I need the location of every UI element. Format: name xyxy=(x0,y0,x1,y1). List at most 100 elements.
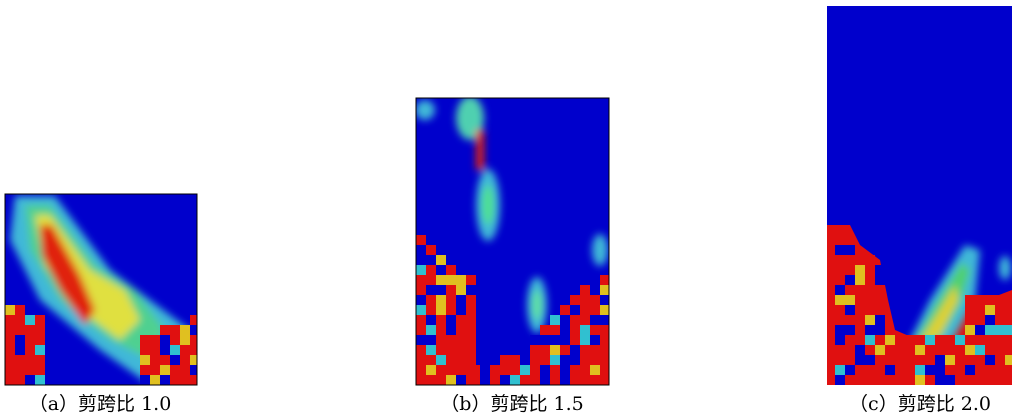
contour-shape xyxy=(532,290,542,320)
contour-shape xyxy=(466,325,476,335)
contour-shape xyxy=(510,375,520,385)
contour-shape xyxy=(520,375,530,385)
contour-shape xyxy=(580,335,590,345)
contour-shape xyxy=(520,365,530,375)
contour-shape xyxy=(918,285,958,345)
contour-shape xyxy=(895,345,905,355)
contour-shape xyxy=(895,375,905,385)
contour-shape xyxy=(35,355,45,365)
contour-shape xyxy=(160,375,170,385)
contour-shape xyxy=(875,365,885,375)
contour-shape xyxy=(25,315,35,325)
contour-shape xyxy=(560,365,570,375)
contour-shape xyxy=(15,335,25,345)
contour-shape xyxy=(170,375,180,385)
contour-shape xyxy=(416,265,426,275)
contour-shape xyxy=(570,295,580,305)
contour-shape xyxy=(5,365,15,375)
contour-shape xyxy=(35,325,45,335)
contour-shape xyxy=(835,305,845,315)
contour-shape xyxy=(456,275,466,285)
contour-shape xyxy=(580,365,590,375)
contour-shape xyxy=(170,335,180,345)
contour-shape xyxy=(540,325,550,335)
contour-shape xyxy=(416,235,426,245)
contour-shape xyxy=(160,325,170,335)
contour-shape xyxy=(436,365,446,375)
contour-shape xyxy=(416,375,426,385)
contour-shape xyxy=(875,375,885,385)
contour-shape xyxy=(865,285,875,295)
contour-shape xyxy=(835,295,845,305)
contour-shape xyxy=(915,335,925,345)
contour-shape xyxy=(15,345,25,355)
contour-shape xyxy=(885,365,895,375)
contour-shape xyxy=(560,315,570,325)
contour-shape xyxy=(875,325,885,335)
contour-shape xyxy=(170,345,180,355)
contour-shape xyxy=(845,355,855,365)
contour-shape xyxy=(480,375,490,385)
contour-shape xyxy=(845,285,855,295)
contour-shape xyxy=(490,375,500,385)
contour-shape xyxy=(550,325,560,335)
contour-shape xyxy=(855,345,865,355)
contour-shape xyxy=(580,315,590,325)
contour-shape xyxy=(965,315,975,325)
contour-shape xyxy=(180,335,190,345)
contour-shape xyxy=(985,345,995,355)
contour-shape xyxy=(590,325,600,335)
contour-shape xyxy=(855,295,865,305)
contour-shape xyxy=(1005,355,1012,365)
contour-shape xyxy=(416,355,426,365)
caption: （b）剪跨比 1.5 xyxy=(440,393,583,415)
contour-shape xyxy=(436,315,446,325)
contour-shape xyxy=(466,355,476,365)
contour-shape xyxy=(875,305,885,315)
contour-shape xyxy=(426,305,436,315)
contour-shape xyxy=(466,315,476,325)
contour-shape xyxy=(466,335,476,345)
contour-shape xyxy=(530,345,540,355)
contour-shape xyxy=(35,335,45,345)
contour-shape xyxy=(1005,365,1012,375)
contour-shape xyxy=(15,375,25,385)
contour-shape xyxy=(855,265,865,275)
contour-shape xyxy=(15,365,25,375)
contour-shape xyxy=(570,345,580,355)
contour-shape xyxy=(570,315,580,325)
contour-shape xyxy=(600,355,609,365)
contour-shape xyxy=(25,335,35,345)
contour-shape xyxy=(466,345,476,355)
contour-shape xyxy=(426,275,436,285)
contour-shape xyxy=(436,285,446,295)
contour-shape xyxy=(835,365,845,375)
contour-shape xyxy=(590,335,600,345)
contour-shape xyxy=(875,295,885,305)
contour-shape xyxy=(935,345,945,355)
caption: （a）剪跨比 1.0 xyxy=(29,393,172,415)
contour-shape xyxy=(835,235,845,245)
contour-shape xyxy=(995,295,1005,305)
contour-shape xyxy=(835,325,845,335)
contour-shape xyxy=(446,345,456,355)
contour-shape xyxy=(160,335,170,345)
contour-shape xyxy=(945,345,955,355)
contour-shape xyxy=(436,275,446,285)
contour-shape xyxy=(25,365,35,375)
contour-shape xyxy=(875,345,885,355)
contour-shape xyxy=(845,275,855,285)
contour-shape xyxy=(855,325,865,335)
contour-shape xyxy=(580,345,590,355)
contour-shape xyxy=(865,295,875,305)
contour-shape xyxy=(590,285,600,295)
contour-shape xyxy=(905,335,915,345)
contour-shape xyxy=(965,365,975,375)
contour-shape xyxy=(446,295,456,305)
contour-shape xyxy=(1005,345,1012,355)
contour-shape xyxy=(5,315,15,325)
contour-shape xyxy=(530,365,540,375)
contour-shape xyxy=(456,335,466,345)
contour-shape xyxy=(965,325,975,335)
